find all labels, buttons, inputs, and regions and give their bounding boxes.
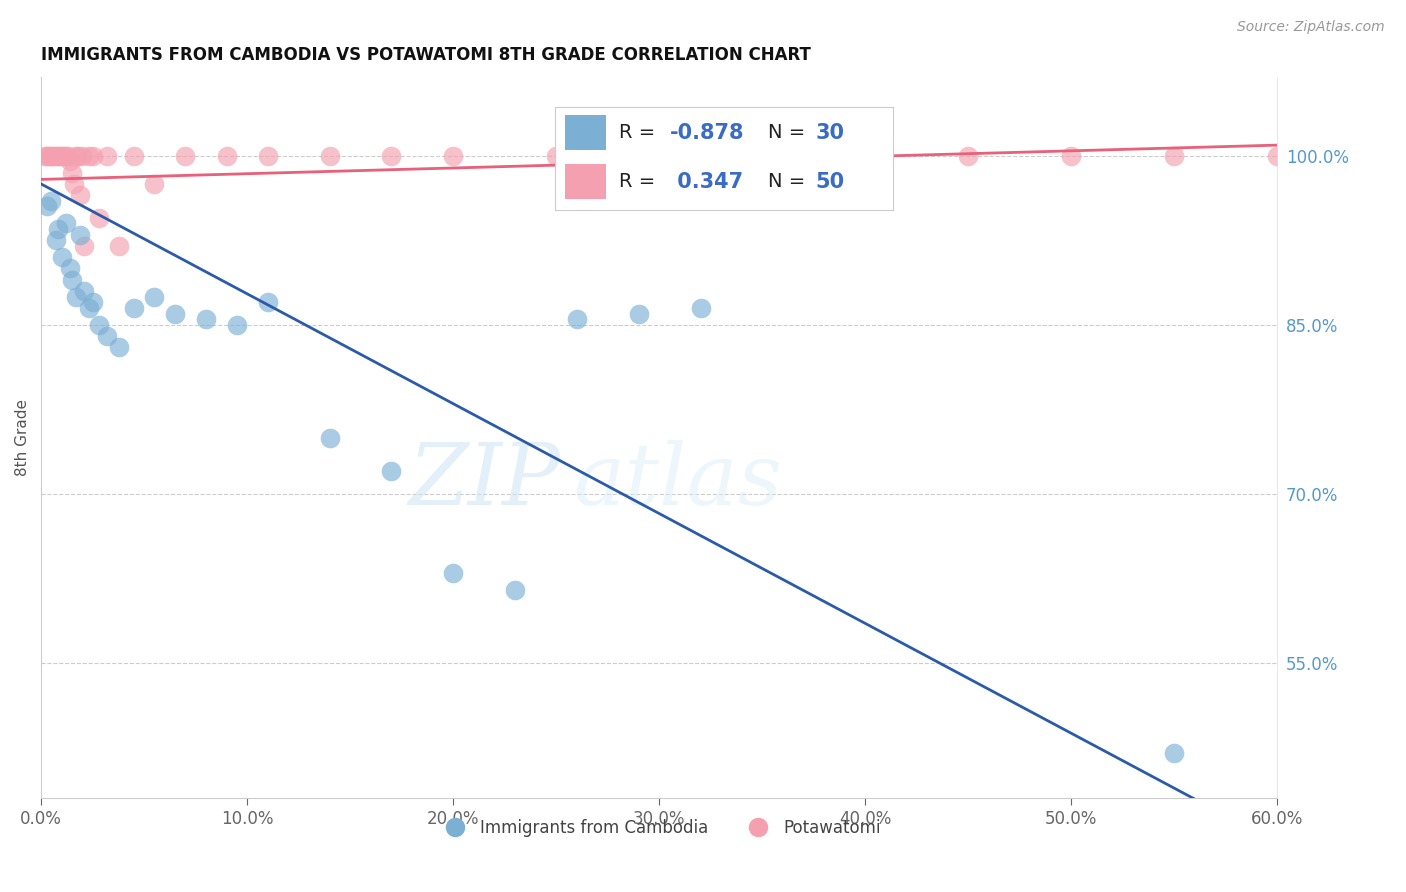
Point bbox=[96, 149, 118, 163]
Point bbox=[41, 149, 63, 163]
Text: Source: ZipAtlas.com: Source: ZipAtlas.com bbox=[1237, 20, 1385, 34]
Text: 30: 30 bbox=[815, 123, 844, 143]
Text: 0.347: 0.347 bbox=[671, 172, 744, 192]
Point bbox=[65, 290, 87, 304]
Point bbox=[82, 149, 104, 163]
Point bbox=[38, 149, 60, 163]
Point bbox=[565, 312, 588, 326]
Point bbox=[689, 301, 711, 315]
Point bbox=[65, 149, 87, 163]
Point bbox=[648, 149, 671, 163]
Point bbox=[56, 149, 79, 163]
Y-axis label: 8th Grade: 8th Grade bbox=[15, 399, 30, 476]
Legend: Immigrants from Cambodia, Potawatomi: Immigrants from Cambodia, Potawatomi bbox=[432, 813, 887, 844]
Point bbox=[380, 464, 402, 478]
Bar bbox=[565, 164, 606, 199]
Point bbox=[60, 273, 83, 287]
Point bbox=[256, 295, 278, 310]
Point bbox=[503, 582, 526, 597]
Point bbox=[69, 188, 91, 202]
Point bbox=[225, 318, 247, 332]
Text: N =: N = bbox=[768, 123, 811, 142]
Point bbox=[67, 149, 90, 163]
Point bbox=[215, 149, 238, 163]
Point bbox=[52, 149, 75, 163]
Text: atlas: atlas bbox=[572, 440, 782, 522]
Point bbox=[77, 149, 100, 163]
Point bbox=[44, 233, 66, 247]
Point bbox=[44, 149, 66, 163]
Point bbox=[59, 154, 82, 169]
Point bbox=[42, 149, 65, 163]
Text: R =: R = bbox=[620, 172, 662, 192]
Bar bbox=[565, 115, 606, 150]
Point bbox=[194, 312, 217, 326]
Point bbox=[256, 149, 278, 163]
Point bbox=[627, 307, 650, 321]
Point bbox=[55, 216, 77, 230]
Point bbox=[380, 149, 402, 163]
Point bbox=[853, 149, 876, 163]
Point bbox=[48, 149, 70, 163]
Point bbox=[59, 261, 82, 276]
Point bbox=[318, 430, 340, 444]
Point bbox=[751, 149, 773, 163]
Point bbox=[51, 149, 73, 163]
Point bbox=[441, 149, 464, 163]
Point bbox=[60, 166, 83, 180]
Point bbox=[108, 239, 131, 253]
Text: 50: 50 bbox=[815, 172, 845, 192]
Point bbox=[1163, 149, 1185, 163]
Point bbox=[122, 149, 145, 163]
Point bbox=[143, 290, 166, 304]
Point bbox=[55, 149, 77, 163]
Point bbox=[37, 199, 59, 213]
Point bbox=[1267, 149, 1289, 163]
Text: N =: N = bbox=[768, 172, 811, 192]
Point bbox=[72, 149, 94, 163]
Point bbox=[174, 149, 197, 163]
Text: ZIP: ZIP bbox=[409, 440, 561, 522]
Text: R =: R = bbox=[620, 123, 662, 142]
Point bbox=[82, 295, 104, 310]
Point bbox=[143, 177, 166, 191]
Point bbox=[441, 566, 464, 580]
Point bbox=[37, 149, 59, 163]
Point bbox=[46, 149, 69, 163]
Point bbox=[318, 149, 340, 163]
Point bbox=[957, 149, 980, 163]
Text: IMMIGRANTS FROM CAMBODIA VS POTAWATOMI 8TH GRADE CORRELATION CHART: IMMIGRANTS FROM CAMBODIA VS POTAWATOMI 8… bbox=[41, 46, 811, 64]
Point bbox=[63, 177, 86, 191]
Point bbox=[46, 222, 69, 236]
Point bbox=[87, 211, 110, 225]
Point bbox=[51, 250, 73, 264]
Point bbox=[87, 318, 110, 332]
Point bbox=[96, 329, 118, 343]
Point bbox=[69, 227, 91, 242]
Point bbox=[1060, 149, 1083, 163]
Point bbox=[34, 149, 56, 163]
Point bbox=[108, 340, 131, 354]
Point bbox=[73, 239, 96, 253]
Point bbox=[165, 307, 187, 321]
Point bbox=[77, 301, 100, 315]
Point bbox=[41, 194, 63, 208]
Point bbox=[1163, 746, 1185, 760]
Point bbox=[546, 149, 568, 163]
Text: -0.878: -0.878 bbox=[671, 123, 745, 143]
Point bbox=[73, 284, 96, 298]
Point bbox=[122, 301, 145, 315]
